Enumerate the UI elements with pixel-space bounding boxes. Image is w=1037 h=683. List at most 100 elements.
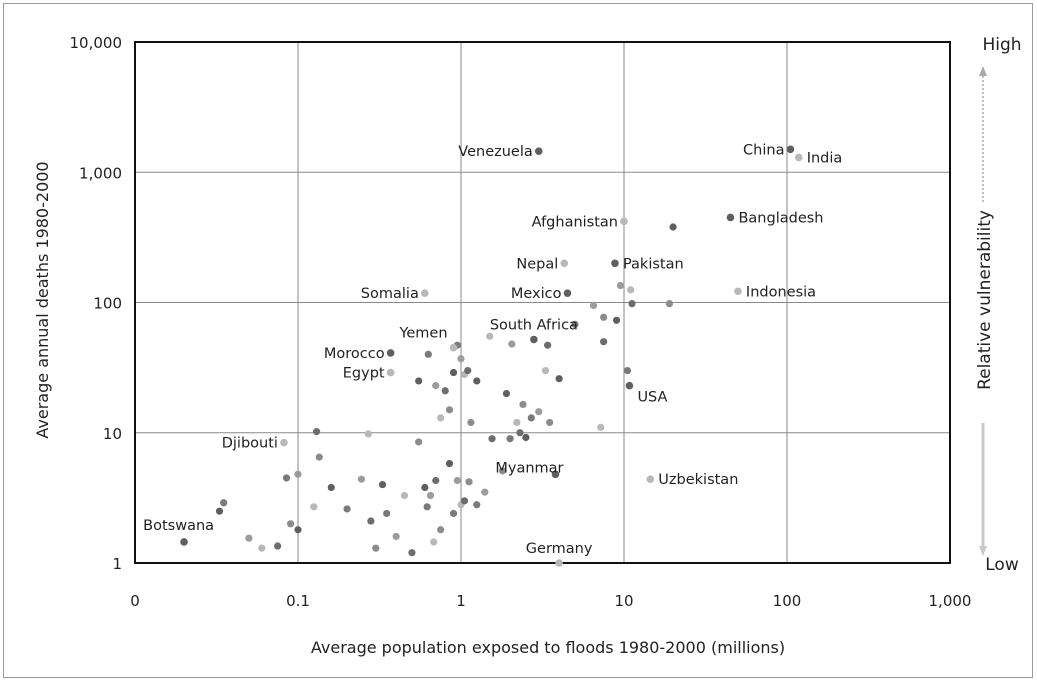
point-label: Botswana bbox=[143, 518, 214, 534]
labeled-data-point bbox=[620, 217, 628, 226]
data-point bbox=[383, 509, 391, 518]
data-point bbox=[502, 389, 511, 398]
x-tick-label: 0 bbox=[130, 592, 140, 610]
data-point bbox=[453, 476, 461, 485]
labeled-data-point bbox=[560, 259, 569, 268]
data-point bbox=[473, 501, 481, 509]
plot-area bbox=[134, 41, 951, 564]
point-label: Morocco bbox=[324, 346, 385, 362]
data-point bbox=[473, 377, 481, 385]
data-point bbox=[400, 491, 409, 500]
y-tick-label: 10,000 bbox=[70, 34, 123, 52]
vulnerability-arrow bbox=[979, 66, 987, 556]
point-label: Afghanistan bbox=[532, 214, 618, 230]
x-tick-label: 1,000 bbox=[929, 592, 972, 610]
labeled-data-point bbox=[386, 349, 395, 357]
data-point bbox=[258, 544, 266, 552]
data-point bbox=[555, 375, 563, 383]
point-label: India bbox=[807, 150, 843, 166]
data-point bbox=[372, 544, 380, 552]
data-point bbox=[665, 300, 674, 308]
labeled-data-point bbox=[786, 145, 795, 154]
data-point bbox=[312, 428, 321, 436]
labeled-data-point bbox=[551, 470, 560, 479]
data-point bbox=[274, 542, 282, 550]
data-point bbox=[508, 340, 516, 348]
data-point bbox=[499, 467, 507, 475]
y-tick-label: 10 bbox=[103, 425, 122, 443]
labeled-data-point bbox=[734, 287, 742, 296]
data-point bbox=[616, 281, 624, 290]
point-label: Venezuela bbox=[458, 144, 532, 160]
y-axis-title: Average annual deaths 1980-2000 bbox=[33, 161, 52, 438]
data-point bbox=[310, 503, 318, 511]
data-point bbox=[541, 367, 550, 375]
labeled-data-point bbox=[180, 538, 188, 546]
point-label: Nepal bbox=[516, 256, 558, 272]
grid-lines bbox=[135, 42, 950, 563]
labeled-data-point bbox=[280, 438, 288, 447]
data-point bbox=[486, 332, 494, 340]
data-point bbox=[612, 316, 621, 324]
point-label: Germany bbox=[526, 541, 593, 557]
data-point bbox=[449, 509, 458, 518]
data-point bbox=[488, 435, 496, 443]
y-tick-labels: 1 10 100 1,000 10,000 bbox=[70, 34, 123, 573]
labeled-data-point bbox=[563, 289, 572, 297]
data-point bbox=[426, 491, 435, 500]
data-point bbox=[364, 430, 372, 438]
labeled-data-point bbox=[646, 475, 655, 483]
data-point bbox=[415, 377, 423, 385]
data-point bbox=[392, 532, 400, 541]
data-point bbox=[544, 341, 552, 349]
data-point bbox=[294, 470, 302, 478]
chart-frame bbox=[3, 3, 1033, 678]
labeled-data-point bbox=[625, 381, 634, 390]
labeled-data-point bbox=[530, 335, 538, 344]
point-label: Egypt bbox=[343, 366, 385, 382]
x-tick-labels: 0 0.1 1 10 100 1,000 bbox=[130, 592, 971, 610]
data-point bbox=[357, 475, 366, 483]
data-point bbox=[669, 223, 677, 231]
data-point bbox=[245, 534, 253, 542]
data-point bbox=[628, 300, 636, 308]
data-point bbox=[367, 517, 375, 525]
y-tick-label: 1 bbox=[112, 555, 122, 573]
data-point bbox=[408, 549, 416, 557]
data-point bbox=[327, 483, 335, 492]
data-point bbox=[506, 435, 514, 443]
point-label: Mexico bbox=[511, 286, 562, 302]
y-tick-label: 100 bbox=[93, 295, 122, 313]
y-tick-label: 1,000 bbox=[79, 164, 122, 182]
data-point bbox=[513, 418, 521, 427]
data-point bbox=[415, 438, 423, 446]
point-label: Myanmar bbox=[495, 460, 563, 476]
x-tick-label: 0.1 bbox=[286, 592, 310, 610]
data-point bbox=[481, 488, 489, 496]
data-point bbox=[423, 503, 431, 511]
data-point bbox=[457, 355, 465, 363]
data-point bbox=[519, 400, 527, 409]
data-point bbox=[343, 505, 351, 513]
point-label: China bbox=[743, 142, 784, 158]
data-point bbox=[286, 520, 295, 528]
data-point bbox=[623, 367, 632, 375]
data-point bbox=[220, 499, 228, 507]
data-point bbox=[465, 478, 473, 486]
data-point bbox=[315, 453, 323, 461]
data-point bbox=[215, 507, 224, 515]
vulnerability-low-label: Low bbox=[985, 555, 1019, 575]
data-point bbox=[535, 408, 543, 416]
data-point bbox=[522, 433, 530, 442]
data-point bbox=[445, 406, 454, 414]
data-point bbox=[424, 350, 432, 358]
point-label: Djibouti bbox=[222, 436, 278, 452]
vulnerability-axis-title: Relative vulnerability bbox=[975, 210, 995, 390]
point-label: Uzbekistan bbox=[658, 472, 738, 488]
labeled-data-point bbox=[794, 153, 803, 162]
down-arrow-icon bbox=[979, 546, 987, 556]
data-points bbox=[180, 145, 803, 567]
data-point bbox=[460, 497, 469, 505]
data-point bbox=[467, 418, 475, 427]
